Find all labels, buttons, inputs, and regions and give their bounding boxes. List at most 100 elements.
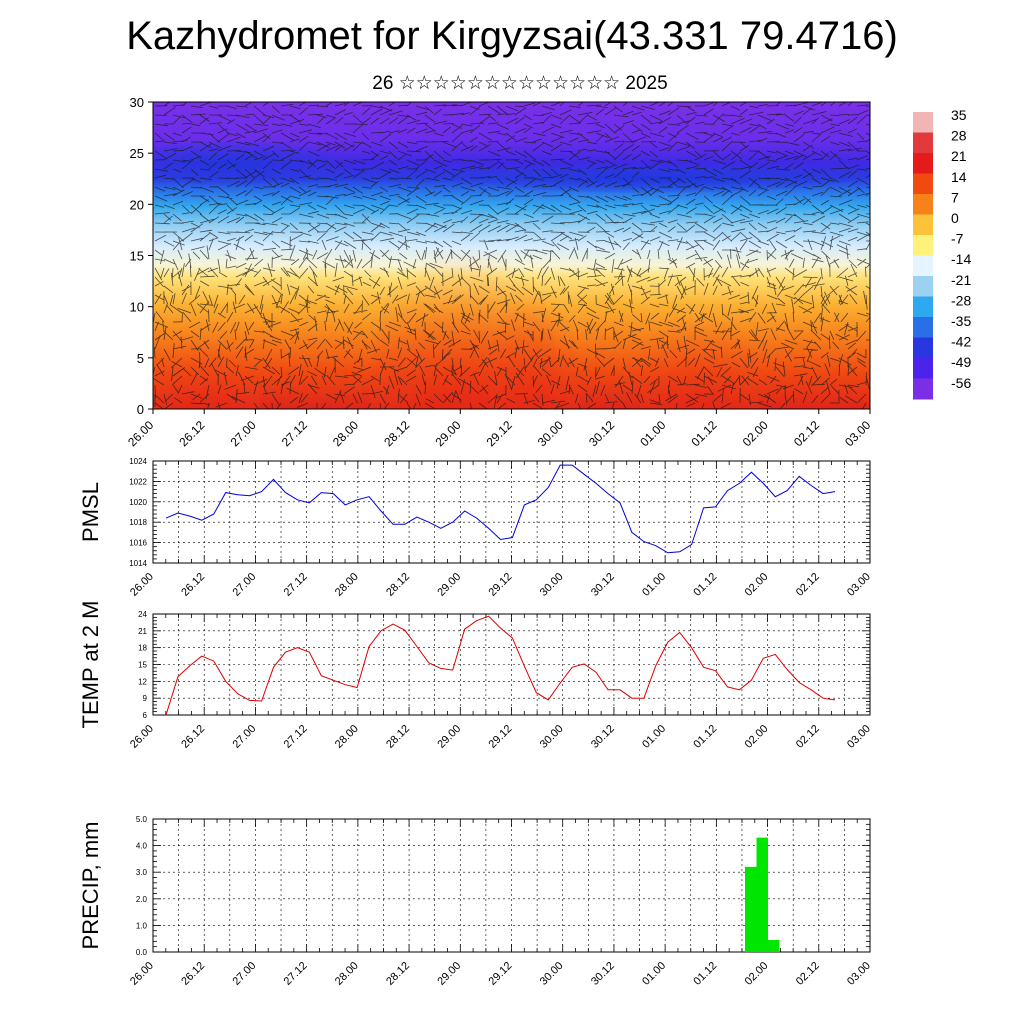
pmsl-panel: 1014 1016 1018 1020 1022 1024 26.00 26.12 27.00 2… <box>78 457 873 599</box>
x-tick-label: 01.12 <box>691 571 719 599</box>
colorbar-label: -35 <box>951 313 971 329</box>
temp-line <box>165 615 836 716</box>
y-tick-label: 10 <box>130 300 144 315</box>
x-tick-label: 30.00 <box>538 571 566 599</box>
y-tick-label: 1016 <box>129 539 147 548</box>
wind-barbs <box>153 102 870 409</box>
y-tick-label: 9 <box>143 694 148 703</box>
colorbar-label: 0 <box>951 210 959 226</box>
y-axis-label: TEMP at 2 M <box>78 601 103 729</box>
x-tick-label: 02.12 <box>794 960 822 988</box>
heatmap-warm-core <box>490 259 580 409</box>
x-tick-label: 27.00 <box>230 723 258 751</box>
x-tick-label: 26.12 <box>176 418 207 449</box>
x-tick-label: 28.12 <box>384 723 412 751</box>
colorbar-swatch <box>913 276 933 297</box>
x-tick-label: 01.12 <box>691 723 719 751</box>
x-tick-label: 30.00 <box>538 723 566 751</box>
y-axis-label: PMSL <box>78 482 103 542</box>
x-tick-label: 29.00 <box>435 571 463 599</box>
y-tick-label: 0 <box>137 402 144 417</box>
x-tick-label: 03.00 <box>845 571 873 599</box>
colorbar-label: -56 <box>951 375 971 391</box>
colorbar-label: 7 <box>951 189 959 205</box>
y-tick-label: 1022 <box>129 477 147 486</box>
x-tick-label: 27.00 <box>228 418 259 449</box>
colorbar-label: -14 <box>951 251 971 267</box>
precip-bar <box>745 866 757 952</box>
grid <box>152 460 871 564</box>
colorbar-swatch <box>913 173 933 195</box>
y-tick-label: 1018 <box>129 518 147 527</box>
x-tick-label: 01.00 <box>637 418 668 449</box>
x-tick-label: 29.00 <box>432 418 463 449</box>
y-tick-label: 5 <box>137 351 144 366</box>
x-tick-label: 27.12 <box>282 960 310 988</box>
x-tick-label: 27.12 <box>279 418 310 449</box>
y-tick-label: 15 <box>138 661 147 670</box>
axis-ticks <box>152 613 871 716</box>
x-tick-label: 03.00 <box>842 418 873 449</box>
x-tick-label: 01.00 <box>640 960 668 988</box>
y-tick-label: 1.0 <box>136 921 148 930</box>
x-tick-label: 28.12 <box>384 571 412 599</box>
temp-panel: 6 9 12 15 18 21 24 26.00 26.12 27.00 27.12 28.00 28.… <box>78 601 873 751</box>
x-tick-label: 27.12 <box>282 571 310 599</box>
x-tick-label: 30.12 <box>586 418 617 449</box>
x-tick-label: 01.12 <box>691 960 719 988</box>
colorbar-label: 21 <box>951 148 967 164</box>
x-tick-label: 02.12 <box>791 418 822 449</box>
precip-bar <box>756 837 768 952</box>
x-tick-label: 28.00 <box>333 960 361 988</box>
y-tick-label: 6 <box>143 711 148 720</box>
x-tick-label: 02.00 <box>743 571 771 599</box>
y-tick-label: 25 <box>130 146 144 161</box>
x-tick-label: 02.00 <box>740 418 771 449</box>
heatmap-fill <box>153 102 870 409</box>
axis-ticks <box>152 818 871 953</box>
x-tick-label: 01.00 <box>640 571 668 599</box>
heatmap-cold-core <box>153 141 340 186</box>
colorbar-swatch <box>913 112 933 133</box>
x-tick-label: 29.00 <box>435 723 463 751</box>
colorbar-swatch <box>913 153 933 174</box>
colorbar-label: -7 <box>951 231 964 247</box>
x-tick-label: 03.00 <box>845 960 873 988</box>
y-tick-label: 3.0 <box>136 868 148 877</box>
y-tick-label: 12 <box>138 677 147 686</box>
y-tick-label: 5.0 <box>136 815 148 824</box>
x-tick-label: 02.12 <box>794 723 822 751</box>
colorbar-swatch <box>913 235 933 256</box>
grid <box>152 818 871 953</box>
page-subtitle: 26 ☆☆☆☆☆☆☆☆☆☆☆☆☆ 2025 <box>372 73 668 94</box>
x-tick-label: 30.12 <box>589 723 617 751</box>
pmsl-line <box>165 464 836 554</box>
y-tick-label: 2.0 <box>136 895 148 904</box>
colorbar-label: 35 <box>951 107 967 123</box>
x-tick-label: 30.12 <box>589 960 617 988</box>
x-tick-label: 28.12 <box>381 418 412 449</box>
colorbar-swatch <box>913 132 933 154</box>
y-tick-label: 0.0 <box>136 948 148 957</box>
colorbar-swatch <box>913 255 933 277</box>
y-axis-label: PRECIP, mm <box>78 822 103 950</box>
colorbar-swatch <box>913 358 933 379</box>
colorbar-label: -42 <box>951 334 971 350</box>
x-tick-label: 30.00 <box>538 960 566 988</box>
precip-bar <box>768 940 780 952</box>
y-tick-label: 15 <box>130 249 144 264</box>
x-tick-label: 26.00 <box>128 960 156 988</box>
y-tick-label: 1014 <box>129 559 147 568</box>
x-tick-label: 02.00 <box>743 960 771 988</box>
x-tick-label: 02.00 <box>743 723 771 751</box>
x-tick-label: 27.00 <box>230 571 258 599</box>
x-tick-label: 28.00 <box>330 418 361 449</box>
colorbar-label: 14 <box>951 169 967 185</box>
x-tick-label: 26.12 <box>179 571 207 599</box>
x-tick-label: 01.12 <box>689 418 720 449</box>
x-tick-label: 27.00 <box>230 960 258 988</box>
x-tick-label: 28.12 <box>384 960 412 988</box>
colorbar-swatch <box>913 214 933 236</box>
wind-barb-paths <box>153 102 870 409</box>
y-tick-label: 20 <box>130 197 144 212</box>
